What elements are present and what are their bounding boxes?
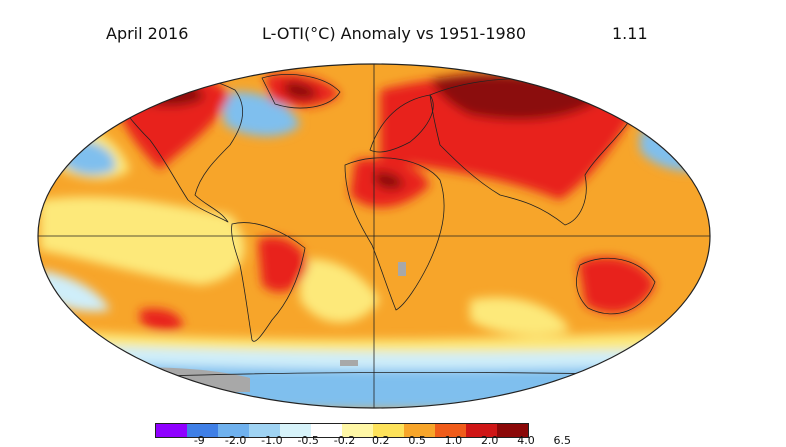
legend-tick-label: 0.2 — [372, 434, 390, 447]
legend-swatch — [373, 424, 404, 437]
coastline-australia — [576, 258, 656, 315]
mild-zone-indian-ocean — [470, 297, 570, 336]
legend-swatch — [280, 424, 311, 437]
legend-tick-label: -0.2 — [333, 434, 356, 447]
very-hot-zone-greenland — [285, 81, 318, 100]
mild-zone-south-atlantic — [300, 259, 380, 323]
mild-zone-tropical-pacific — [40, 196, 245, 285]
map-title: L-OTI(°C) Anomaly vs 1951-1980 — [262, 24, 527, 43]
legend-swatch — [249, 424, 280, 437]
cool-zone-southern-band — [80, 345, 690, 370]
coastline-africa — [344, 157, 445, 311]
global-mean-anomaly: 1.11 — [612, 24, 648, 43]
coastline-south-america — [231, 222, 306, 342]
missing-data-patch-congo — [398, 262, 406, 276]
legend-tick-label: 2.0 — [480, 434, 499, 447]
legend-swatch — [497, 424, 528, 437]
legend-swatch — [466, 424, 497, 437]
hot-zone-australia — [578, 256, 655, 314]
legend-swatch — [435, 424, 466, 437]
hot-zone-south-pacific — [140, 308, 183, 331]
legend-swatch — [404, 424, 435, 437]
color-legend-bar — [155, 423, 529, 438]
legend-swatch — [311, 424, 342, 437]
very-hot-zone-sahara — [375, 171, 404, 190]
coastline-north-america — [109, 74, 243, 223]
legend-swatch — [218, 424, 249, 437]
very-hot-zone-alaska — [130, 76, 205, 107]
legend-tick-label: 6.5 — [553, 434, 572, 447]
legend-tick-label: -2.0 — [224, 434, 247, 447]
legend-tick-label: 0.5 — [408, 434, 426, 447]
coastline-greenland — [261, 74, 341, 109]
legend-tick-label: -0.5 — [297, 434, 319, 447]
legend-tick-label: 1.0 — [444, 434, 463, 447]
legend-swatch — [342, 424, 373, 437]
color-legend-ticks: -9 -2.0 -1.0 -0.5 -0.2 0.2 0.5 1.0 2.0 4.0 6.5 — [155, 434, 591, 447]
legend-tick-label: 4.0 — [517, 434, 535, 447]
legend-swatch — [156, 424, 187, 437]
hot-zone-amazon — [258, 236, 308, 293]
legend-swatch — [187, 424, 218, 437]
map-date: April 2016 — [106, 24, 189, 43]
missing-data-patch-atlantic — [340, 360, 358, 366]
coastline-europe — [369, 94, 434, 153]
legend-tick-label: -1.0 — [261, 434, 283, 447]
legend-tick-label: -9 — [193, 434, 205, 447]
globe-outline — [37, 63, 711, 409]
